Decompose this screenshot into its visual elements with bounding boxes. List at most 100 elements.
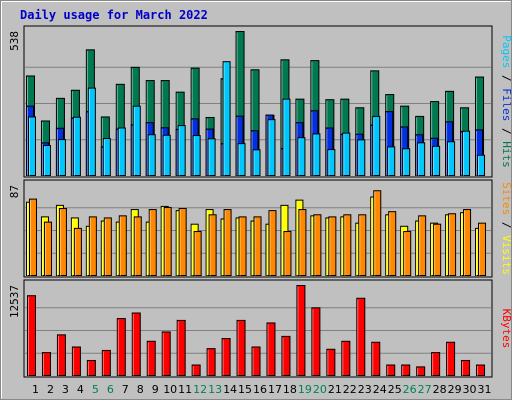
bar-sites-day-1: [29, 198, 37, 276]
bar-sites-day-19: [298, 209, 307, 276]
bar-kbytes-day-20: [311, 307, 321, 376]
bar-sites-day-25: [388, 211, 397, 277]
bar-sites-day-29: [448, 213, 457, 276]
bar-sites-day-7: [118, 215, 127, 276]
bar-kbytes-day-17: [266, 322, 276, 377]
bar-kbytes-day-1: [27, 295, 36, 376]
day-label-2: 2: [47, 383, 54, 396]
panel-visits-legend: Sites / Visits: [500, 182, 512, 275]
bar-pages-day-20: [312, 133, 321, 176]
bar-sites-day-31: [478, 222, 487, 276]
bar-sites-day-27: [418, 215, 427, 276]
bar-kbytes-day-26: [401, 364, 411, 376]
day-label-11: 11: [178, 383, 192, 396]
bar-pages-day-1: [28, 116, 36, 177]
bar-kbytes-day-13: [206, 348, 216, 376]
panel-hits: 538 Pages / Files / Hits: [8, 25, 512, 178]
bar-sites-day-8: [133, 216, 142, 276]
bar-kbytes-day-22: [341, 340, 351, 376]
day-label-15: 15: [238, 383, 252, 396]
bar-kbytes-day-10: [161, 331, 171, 377]
day-label-26: 26: [403, 383, 417, 396]
bar-kbytes-day-5: [86, 359, 96, 377]
bar-kbytes-day-25: [386, 364, 396, 376]
panel-hits-max-label: 538: [8, 31, 21, 51]
day-label-16: 16: [253, 383, 267, 396]
bar-pages-day-7: [117, 127, 126, 177]
bar-sites-day-26: [403, 231, 412, 277]
bar-kbytes-day-4: [71, 346, 81, 376]
panel-hits-border: [23, 25, 493, 178]
bar-pages-day-16: [252, 149, 261, 176]
bar-pages-day-22: [342, 132, 351, 176]
bar-pages-day-6: [102, 137, 111, 176]
bar-pages-day-17: [267, 119, 276, 177]
bar-kbytes-day-24: [371, 341, 381, 377]
day-label-31: 31: [478, 383, 492, 396]
bar-sites-day-17: [268, 210, 277, 277]
bar-pages-day-31: [477, 154, 486, 176]
bar-sites-day-15: [238, 216, 247, 276]
panel-visits: 87 Sites / Visits: [8, 179, 512, 278]
bar-pages-day-11: [177, 125, 186, 177]
day-label-4: 4: [77, 383, 84, 396]
bar-sites-day-3: [58, 208, 67, 276]
bar-pages-day-19: [297, 137, 306, 176]
bar-kbytes-day-30: [461, 359, 471, 377]
bar-sites-day-22: [343, 214, 352, 276]
day-label-3: 3: [62, 383, 69, 396]
day-label-7: 7: [122, 383, 129, 396]
bar-kbytes-day-3: [56, 334, 66, 377]
bar-sites-day-30: [463, 209, 472, 276]
bar-kbytes-day-28: [431, 352, 441, 377]
bar-kbytes-day-12: [191, 364, 201, 376]
day-label-25: 25: [388, 383, 402, 396]
day-axis-labels: 1 2 3 4 5 6 7 8 9 10 11 12 13 14 15 16 17 18 19 20 21 22 23 24 2…: [32, 383, 492, 396]
day-label-6: 6: [107, 383, 114, 396]
day-label-17: 17: [268, 383, 282, 396]
day-label-27: 27: [418, 383, 432, 396]
bar-pages-day-24: [372, 115, 381, 176]
bar-pages-day-26: [402, 148, 411, 176]
bar-pages-day-4: [72, 116, 81, 177]
day-label-20: 20: [313, 383, 327, 396]
bar-pages-day-13: [207, 138, 216, 176]
bar-kbytes-day-14: [221, 338, 231, 377]
bar-sites-day-10: [163, 206, 172, 276]
day-label-10: 10: [163, 383, 177, 396]
bar-pages-day-23: [357, 139, 366, 176]
bar-sites-day-11: [178, 208, 187, 276]
bar-sites-day-13: [208, 214, 217, 276]
bar-sites-day-14: [223, 209, 232, 276]
bar-kbytes-day-11: [176, 319, 186, 376]
day-label-13: 13: [208, 383, 222, 396]
panel-hits-legend: Pages / Files / Hits: [500, 35, 512, 168]
bar-sites-day-24: [373, 190, 382, 277]
day-label-18: 18: [283, 383, 297, 396]
panel-kbytes-max-label: 12537: [8, 285, 21, 318]
bar-sites-day-6: [103, 217, 112, 277]
panel-kbytes: 12537 KBytes: [8, 279, 512, 378]
day-label-23: 23: [358, 383, 372, 396]
bar-pages-day-10: [162, 134, 171, 177]
bar-sites-day-9: [148, 209, 157, 276]
bar-sites-day-20: [313, 214, 322, 276]
day-label-8: 8: [137, 383, 144, 396]
bar-kbytes-day-6: [101, 349, 111, 376]
day-label-12: 12: [193, 383, 207, 396]
day-label-29: 29: [448, 383, 462, 396]
bar-kbytes-day-23: [356, 297, 366, 376]
bar-pages-day-5: [87, 87, 96, 176]
bar-sites-day-12: [193, 231, 202, 277]
bar-pages-day-27: [417, 142, 426, 176]
bar-kbytes-day-27: [416, 366, 426, 377]
panel-kbytes-legend: KBytes: [500, 309, 512, 349]
bar-kbytes-day-19: [296, 285, 306, 376]
bar-kbytes-day-29: [446, 341, 456, 377]
bar-kbytes-day-21: [326, 348, 336, 377]
bar-pages-day-30: [462, 130, 471, 176]
bar-kbytes-day-2: [41, 352, 51, 377]
bar-pages-day-14: [222, 61, 231, 176]
bar-sites-day-28: [433, 223, 442, 277]
